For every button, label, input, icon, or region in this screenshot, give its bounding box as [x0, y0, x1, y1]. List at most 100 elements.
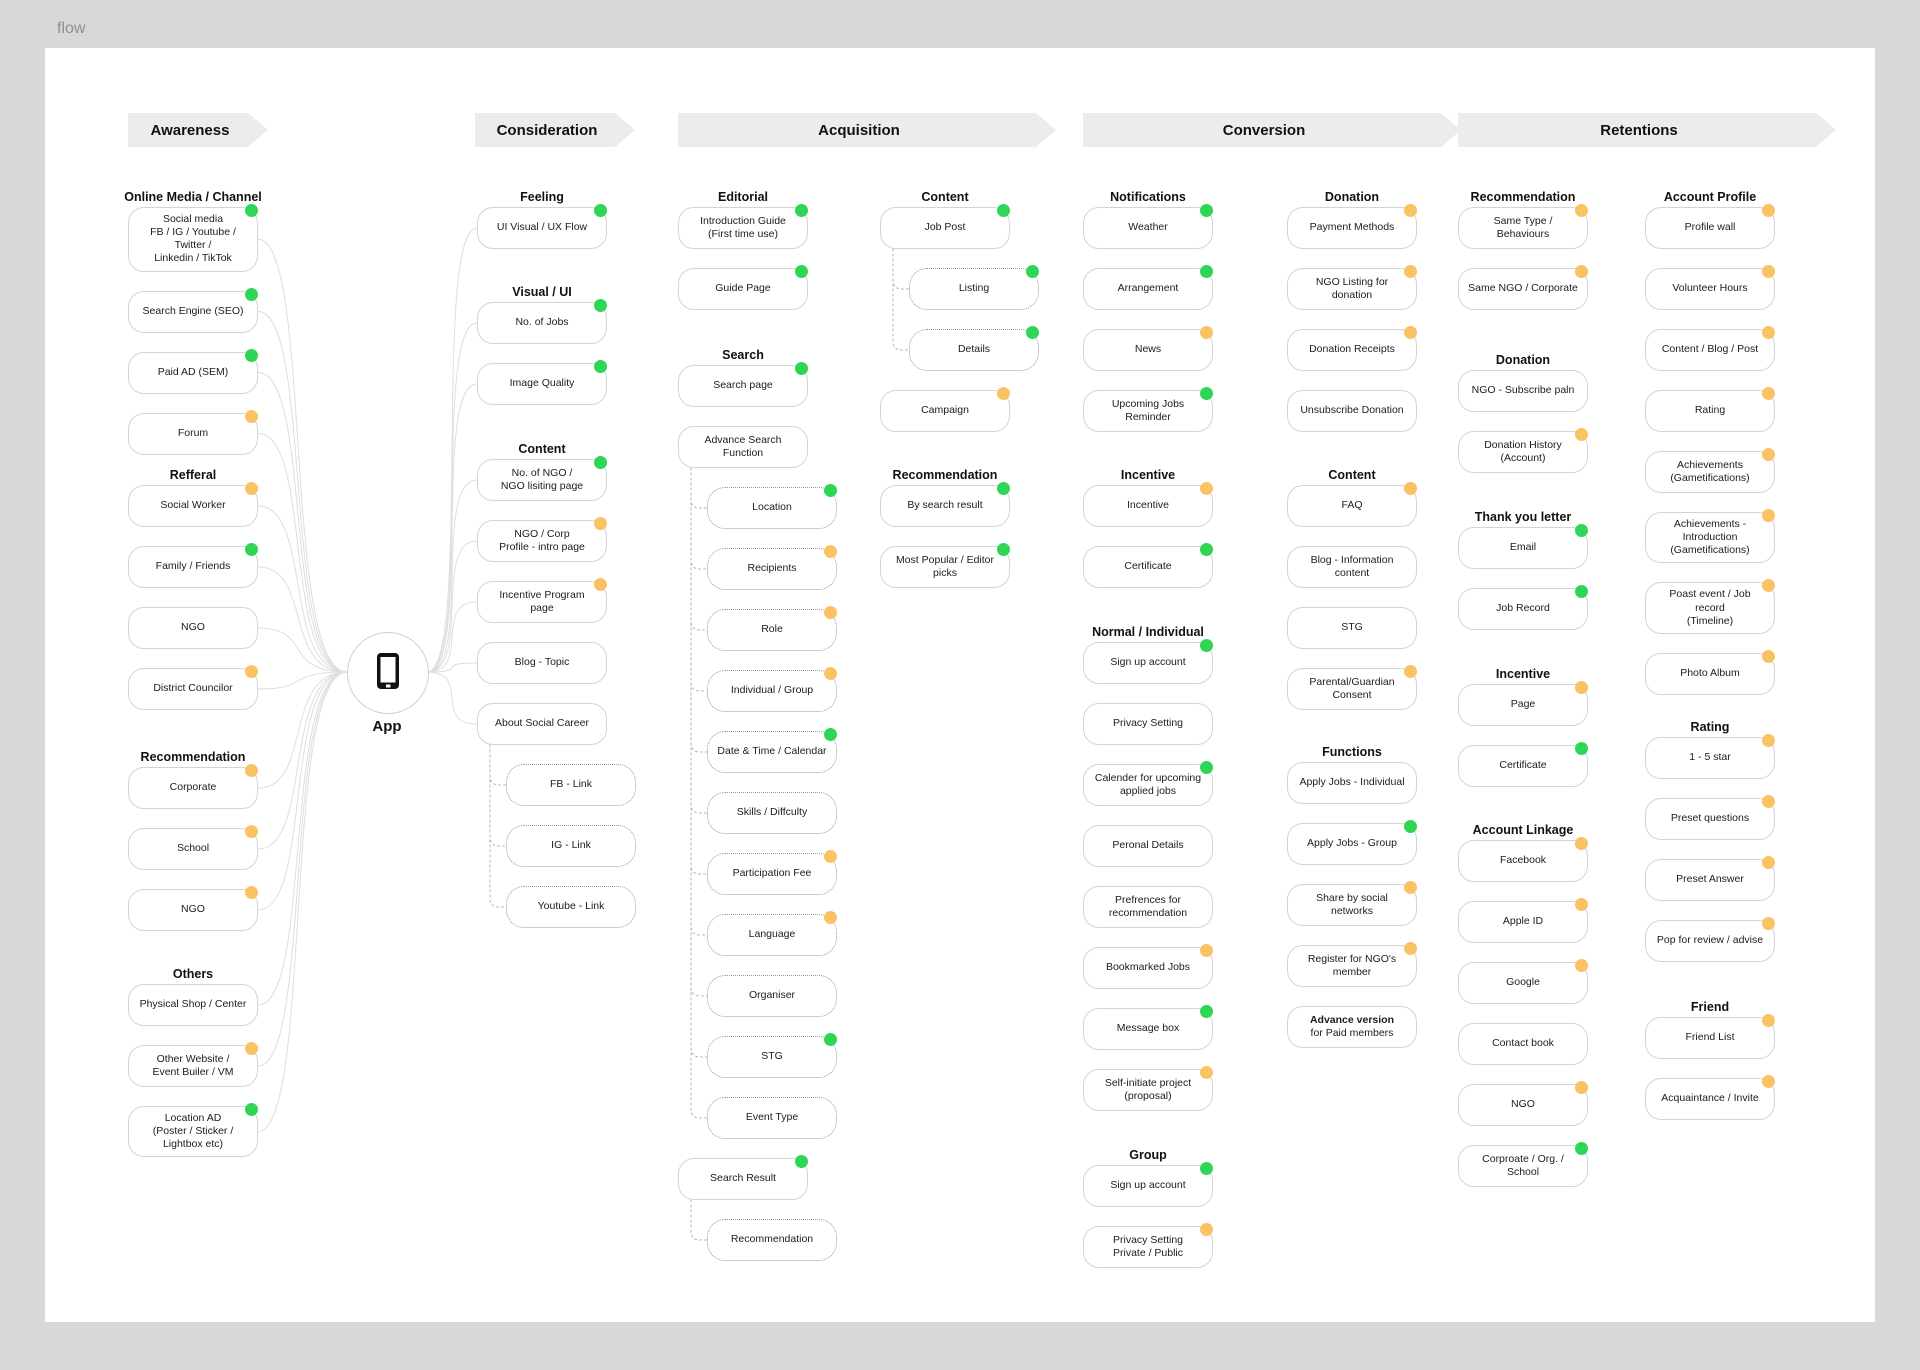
flow-node[interactable]: Organiser: [707, 975, 837, 1017]
flow-node[interactable]: Calender for upcoming applied jobs: [1083, 761, 1213, 806]
flow-node[interactable]: NGO Listing for donation: [1287, 265, 1417, 310]
flow-node[interactable]: Share by social networks: [1287, 881, 1417, 926]
flow-node[interactable]: About Social Career: [477, 703, 607, 745]
flow-node[interactable]: Message box: [1083, 1005, 1213, 1050]
flow-node[interactable]: Introduction Guide (First time use): [678, 204, 808, 249]
flow-node[interactable]: Facebook: [1458, 837, 1588, 882]
flow-node[interactable]: Photo Album: [1645, 649, 1775, 695]
flow-node[interactable]: Guide Page: [678, 265, 808, 310]
flow-node[interactable]: Payment Methods: [1287, 204, 1417, 249]
flow-node[interactable]: Acquaintance / Invite: [1645, 1075, 1775, 1120]
flow-node[interactable]: NGO: [128, 607, 258, 649]
flow-node[interactable]: No. of Jobs: [477, 299, 607, 344]
flow-node[interactable]: FB - Link: [506, 764, 636, 806]
flow-node[interactable]: Content / Blog / Post: [1645, 326, 1775, 371]
flow-node[interactable]: Upcoming Jobs Reminder: [1083, 387, 1213, 432]
flow-node[interactable]: Youtube - Link: [506, 886, 636, 928]
flow-node[interactable]: Certificate: [1083, 543, 1213, 588]
flow-node[interactable]: FAQ: [1287, 482, 1417, 527]
flow-node[interactable]: Family / Friends: [128, 543, 258, 588]
flow-node[interactable]: Weather: [1083, 204, 1213, 249]
flow-node[interactable]: Job Post: [880, 204, 1010, 249]
flow-node[interactable]: Donation History (Account): [1458, 428, 1588, 473]
flow-node[interactable]: Skills / Diffculty: [707, 792, 837, 834]
flow-node[interactable]: Search Result: [678, 1155, 808, 1200]
flow-node[interactable]: Self-initiate project (proposal): [1083, 1066, 1213, 1111]
flow-node[interactable]: Rating: [1645, 387, 1775, 432]
flow-node[interactable]: Event Type: [707, 1097, 837, 1139]
flow-node[interactable]: Sign up account: [1083, 639, 1213, 684]
flow-node[interactable]: Profile wall: [1645, 204, 1775, 249]
flow-node[interactable]: Apply Jobs - Individual: [1287, 762, 1417, 804]
flow-node[interactable]: Location: [707, 484, 837, 529]
flow-node[interactable]: Forum: [128, 409, 258, 455]
flow-node[interactable]: Recipients: [707, 545, 837, 590]
flow-node[interactable]: Date & Time / Calendar: [707, 728, 837, 773]
flow-node[interactable]: Advance version for Paid members: [1287, 1006, 1417, 1048]
flow-node[interactable]: Social media FB / IG / Youtube / Twitter…: [128, 204, 258, 272]
flow-node[interactable]: Privacy Setting: [1083, 703, 1213, 745]
flow-node[interactable]: Arrangement: [1083, 265, 1213, 310]
flow-node[interactable]: Friend List: [1645, 1014, 1775, 1059]
flow-node[interactable]: UI Visual / UX Flow: [477, 204, 607, 249]
flow-node[interactable]: Apple ID: [1458, 898, 1588, 943]
flow-node[interactable]: Image Quality: [477, 360, 607, 405]
flow-node[interactable]: Volunteer Hours: [1645, 265, 1775, 310]
flow-node[interactable]: Achievements - Introduction (Gametificat…: [1645, 509, 1775, 564]
flow-node[interactable]: No. of NGO / NGO lisiting page: [477, 456, 607, 501]
flow-node[interactable]: Corproate / Org. / School: [1458, 1142, 1588, 1187]
flow-node[interactable]: Corporate: [128, 764, 258, 809]
stage-header-consideration[interactable]: Consideration: [475, 113, 635, 147]
flow-node[interactable]: Achievements (Gametifications): [1645, 448, 1775, 493]
flow-node[interactable]: Sign up account: [1083, 1162, 1213, 1207]
flow-node[interactable]: NGO - Subscribe paln: [1458, 370, 1588, 412]
flow-node[interactable]: Pop for review / advise: [1645, 917, 1775, 962]
flow-node[interactable]: Parental/Guardian Consent: [1287, 665, 1417, 710]
flow-node[interactable]: Unsubscribe Donation: [1287, 390, 1417, 432]
flow-node[interactable]: By search result: [880, 482, 1010, 527]
flow-node[interactable]: Certificate: [1458, 742, 1588, 787]
stage-header-awareness[interactable]: Awareness: [128, 113, 268, 147]
stage-header-conversion[interactable]: Conversion: [1083, 113, 1461, 147]
flow-node[interactable]: Prefrences for recommendation: [1083, 886, 1213, 928]
flow-node[interactable]: Search page: [678, 362, 808, 407]
flow-node[interactable]: Campaign: [880, 387, 1010, 432]
flow-node[interactable]: Language: [707, 911, 837, 956]
flow-node[interactable]: News: [1083, 326, 1213, 371]
flow-node[interactable]: STG: [1287, 607, 1417, 649]
flow-node[interactable]: NGO / Corp Profile - intro page: [477, 517, 607, 562]
flow-node[interactable]: Role: [707, 606, 837, 651]
flow-node[interactable]: Privacy Setting Private / Public: [1083, 1223, 1213, 1268]
flow-node[interactable]: Paid AD (SEM): [128, 348, 258, 394]
flow-node[interactable]: Advance Search Function: [678, 426, 808, 468]
flow-node[interactable]: Poast event / Job record (Timeline): [1645, 579, 1775, 634]
flow-node[interactable]: Apply Jobs - Group: [1287, 820, 1417, 865]
flow-node[interactable]: Recommendation: [707, 1219, 837, 1261]
flow-node[interactable]: Contact book: [1458, 1023, 1588, 1065]
flow-node[interactable]: NGO: [128, 886, 258, 931]
flow-node[interactable]: Other Website / Event Builer / VM: [128, 1042, 258, 1087]
flow-node[interactable]: NGO: [1458, 1081, 1588, 1126]
flow-node[interactable]: Location AD (Poster / Sticker / Lightbox…: [128, 1103, 258, 1158]
flow-node[interactable]: School: [128, 825, 258, 870]
flow-node[interactable]: Google: [1458, 959, 1588, 1004]
flow-node[interactable]: Email: [1458, 524, 1588, 569]
flow-node[interactable]: Incentive: [1083, 482, 1213, 527]
flow-node[interactable]: Details: [909, 326, 1039, 371]
flow-node[interactable]: Blog - Topic: [477, 642, 607, 684]
flow-node[interactable]: Peronal Details: [1083, 825, 1213, 867]
flow-node[interactable]: Page: [1458, 681, 1588, 726]
flow-node[interactable]: District Councilor: [128, 665, 258, 710]
flow-node[interactable]: Register for NGO's member: [1287, 942, 1417, 987]
flow-node[interactable]: STG: [707, 1033, 837, 1078]
flow-node[interactable]: IG - Link: [506, 825, 636, 867]
flow-node[interactable]: Blog - Information content: [1287, 546, 1417, 588]
flow-node[interactable]: Listing: [909, 265, 1039, 310]
app-node[interactable]: [347, 632, 429, 714]
flow-node[interactable]: Incentive Program page: [477, 578, 607, 623]
flow-node[interactable]: Donation Receipts: [1287, 326, 1417, 371]
flow-node[interactable]: Preset questions: [1645, 795, 1775, 840]
stage-header-retentions[interactable]: Retentions: [1458, 113, 1836, 147]
flow-node[interactable]: Bookmarked Jobs: [1083, 944, 1213, 989]
flow-node[interactable]: 1 - 5 star: [1645, 734, 1775, 779]
